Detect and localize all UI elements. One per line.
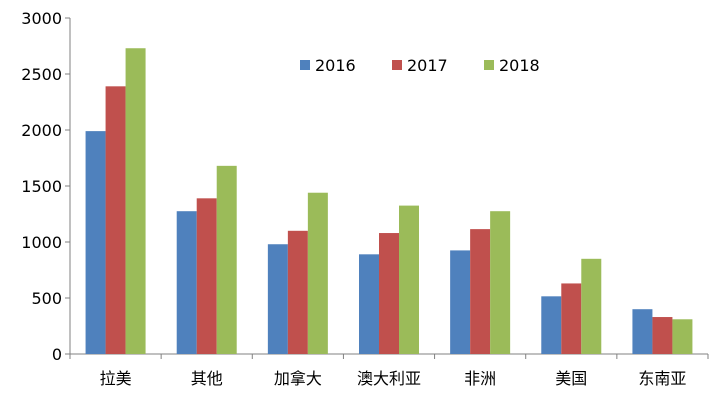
bar-2018-2: [307, 192, 328, 354]
y-tick-label: 1500: [21, 177, 62, 196]
bar-2016-5: [541, 296, 562, 354]
y-tick-label: 2500: [21, 65, 62, 84]
category-label: 加拿大: [274, 369, 322, 388]
bars: [85, 48, 693, 355]
labels: 0 500 1000 1500 2000 2500 3000 拉美 其他 加拿大 澳大利亚 非洲 美国 东…: [21, 9, 686, 388]
y-tick-label: 1000: [21, 233, 62, 252]
bar-2016-1: [176, 211, 197, 354]
bar-2016-4: [450, 250, 471, 354]
bar-2017-1: [196, 198, 217, 354]
bar-2018-3: [399, 205, 419, 354]
bar-2017-3: [379, 233, 399, 354]
bar-2018-1: [216, 165, 237, 354]
y-tick-label: 3000: [21, 9, 62, 28]
category-label: 其他: [191, 369, 223, 388]
axes: [65, 17, 709, 359]
bar-2018-6: [672, 319, 693, 354]
bar-2016-3: [359, 254, 379, 354]
category-label: 美国: [555, 369, 587, 388]
category-label: 拉美: [100, 369, 132, 388]
legend-label: 2018: [499, 56, 540, 75]
legend-swatch-2017: [392, 60, 402, 70]
legend-label: 2016: [315, 56, 356, 75]
bar-2017-2: [287, 230, 308, 354]
bar-2016-2: [267, 244, 288, 354]
bar-2016-0: [85, 131, 106, 354]
bar-2017-4: [470, 229, 491, 354]
y-tick-label: 2000: [21, 121, 62, 140]
bar-2016-6: [632, 309, 653, 354]
legend-swatch-2018: [484, 60, 494, 70]
bar-2017-6: [652, 317, 673, 354]
category-label: 东南亚: [638, 369, 686, 388]
bar-2017-5: [561, 283, 582, 354]
bar-2017-0: [105, 86, 126, 354]
y-tick-label: 500: [31, 289, 62, 308]
bar-2018-5: [581, 258, 602, 354]
legend-label: 2017: [407, 56, 448, 75]
legend-swatch-2016: [300, 60, 310, 70]
category-label: 非洲: [464, 369, 496, 388]
bar-2018-0: [125, 48, 146, 355]
category-label: 澳大利亚: [357, 369, 421, 388]
bar-2018-4: [490, 211, 511, 354]
legend: 2016 2017 2018: [300, 56, 540, 75]
y-tick-label: 0: [52, 345, 62, 364]
